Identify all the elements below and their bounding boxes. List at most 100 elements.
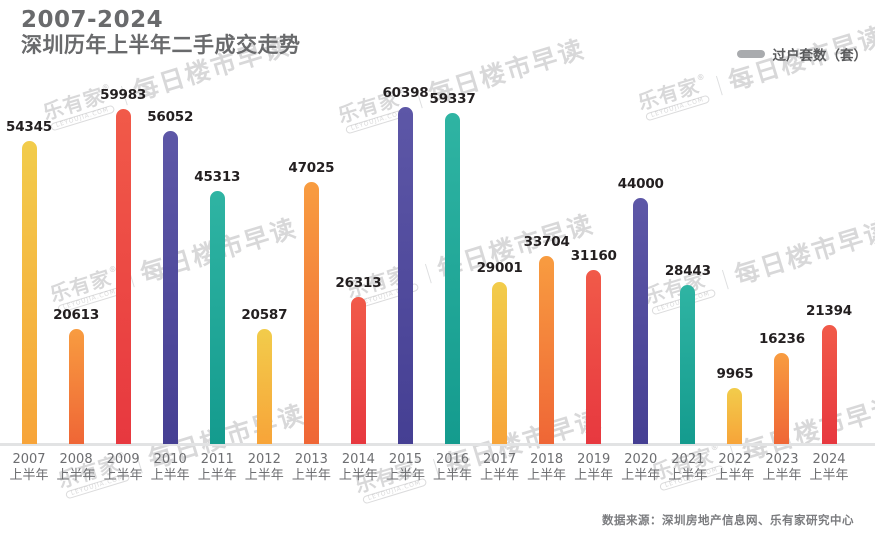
x-axis-line xyxy=(0,443,875,446)
x-tick-label: 2018 上半年 xyxy=(517,452,577,484)
page-title: 深圳历年上半年二手成交走势 xyxy=(21,33,301,58)
bar xyxy=(539,255,555,444)
value-label: 29001 xyxy=(476,260,523,277)
x-tick-label: 2022 上半年 xyxy=(705,452,765,484)
tick-year: 2008 xyxy=(59,452,93,467)
x-tick-label: 2014 上半年 xyxy=(328,452,388,484)
chart-legend: 过户套数（套） xyxy=(736,44,868,64)
tick-half-label: 上半年 xyxy=(621,468,661,483)
x-tick-label: 2021 上半年 xyxy=(658,452,718,484)
x-tick-label: 2015 上半年 xyxy=(375,452,435,484)
value-label: 20587 xyxy=(241,307,288,324)
value-label: 54345 xyxy=(6,118,52,135)
x-tick-label: 2012 上半年 xyxy=(234,452,294,484)
x-tick-label: 2009 上半年 xyxy=(93,452,153,484)
tick-half-label: 上半年 xyxy=(56,468,96,483)
data-source-note: 数据来源：深圳房地产信息网、乐有家研究中心 xyxy=(602,513,854,527)
tick-year: 2007 xyxy=(12,452,46,467)
bar xyxy=(633,198,649,444)
tick-year: 2010 xyxy=(153,452,187,467)
tick-half-label: 上半年 xyxy=(809,468,849,483)
x-tick-label: 2013 上半年 xyxy=(281,452,341,484)
x-tick-label: 2024 上半年 xyxy=(799,452,859,484)
bar xyxy=(492,282,508,444)
bar xyxy=(21,140,37,444)
tick-year: 2015 xyxy=(388,452,423,467)
bar xyxy=(209,191,225,444)
tick-half-label: 上半年 xyxy=(244,468,284,483)
value-label: 45313 xyxy=(194,169,241,186)
x-tick-label: 2011 上半年 xyxy=(187,452,247,484)
value-label: 59337 xyxy=(429,90,476,107)
tick-half-label: 上半年 xyxy=(291,468,331,483)
bar xyxy=(162,131,178,444)
tick-half-label: 上半年 xyxy=(433,468,473,483)
tick-half-label: 上半年 xyxy=(197,468,237,483)
bar xyxy=(774,353,790,444)
tick-year: 2023 xyxy=(765,452,799,467)
x-tick-label: 2016 上半年 xyxy=(423,452,483,484)
x-tick-label: 2010 上半年 xyxy=(140,452,200,484)
x-tick-label: 2023 上半年 xyxy=(752,452,812,484)
bar xyxy=(586,270,602,444)
bar xyxy=(350,297,366,444)
tick-half-label: 上半年 xyxy=(150,468,190,483)
tick-year: 2016 xyxy=(435,452,470,467)
value-label: 31160 xyxy=(570,248,617,265)
tick-half-label: 上半年 xyxy=(715,468,755,483)
title-year-range: 2007-2024 xyxy=(21,7,164,33)
value-label: 33704 xyxy=(523,233,570,250)
tick-half-label: 上半年 xyxy=(574,468,614,483)
bar xyxy=(303,181,319,444)
tick-year: 2011 xyxy=(200,452,234,467)
bar xyxy=(680,285,696,444)
value-label: 21394 xyxy=(806,302,852,319)
tick-half-label: 上半年 xyxy=(668,468,708,483)
x-tick-label: 2007 上半年 xyxy=(0,452,59,484)
value-label: 28443 xyxy=(664,263,711,280)
tick-year: 2012 xyxy=(247,452,281,467)
value-label: 26313 xyxy=(335,275,382,292)
bar xyxy=(821,324,837,444)
tick-half-label: 上半年 xyxy=(9,468,49,483)
tick-half-label: 上半年 xyxy=(103,468,143,483)
value-label: 44000 xyxy=(617,176,664,193)
tick-year: 2021 xyxy=(671,452,705,467)
tick-year: 2020 xyxy=(624,452,658,467)
tick-year: 2017 xyxy=(483,452,517,467)
bar xyxy=(256,329,272,444)
tick-year: 2009 xyxy=(106,452,140,467)
header: 2007-2024 深圳历年上半年二手成交走势 xyxy=(21,7,301,59)
x-tick-label: 2008 上半年 xyxy=(46,452,106,484)
x-tick-label: 2019 上半年 xyxy=(564,452,624,484)
tick-year: 2019 xyxy=(577,452,611,467)
x-tick-label: 2020 上半年 xyxy=(611,452,671,484)
value-label: 47025 xyxy=(288,159,335,176)
value-label: 16236 xyxy=(758,331,805,348)
value-label: 56052 xyxy=(147,109,194,126)
tick-year: 2022 xyxy=(718,452,752,467)
value-label: 20613 xyxy=(53,306,100,323)
legend-label: 过户套数（套） xyxy=(772,48,868,64)
value-label: 9965 xyxy=(716,366,754,383)
value-label: 59983 xyxy=(100,87,147,104)
x-tick-label: 2017 上半年 xyxy=(470,452,530,484)
bar xyxy=(115,109,131,444)
tick-year: 2018 xyxy=(530,452,564,467)
bar xyxy=(727,388,743,444)
tick-half-label: 上半年 xyxy=(338,468,378,483)
tick-half-label: 上半年 xyxy=(385,468,425,483)
legend-bar-swatch-icon xyxy=(736,50,765,58)
bar xyxy=(397,107,413,444)
tick-year: 2024 xyxy=(812,452,846,467)
value-label: 60398 xyxy=(382,85,429,101)
tick-half-label: 上半年 xyxy=(480,468,520,483)
tick-half-label: 上半年 xyxy=(527,468,567,483)
tick-year: 2014 xyxy=(341,452,375,467)
tick-year: 2013 xyxy=(294,452,328,467)
bar xyxy=(68,328,84,444)
tick-half-label: 上半年 xyxy=(762,468,802,483)
bar xyxy=(445,112,461,444)
